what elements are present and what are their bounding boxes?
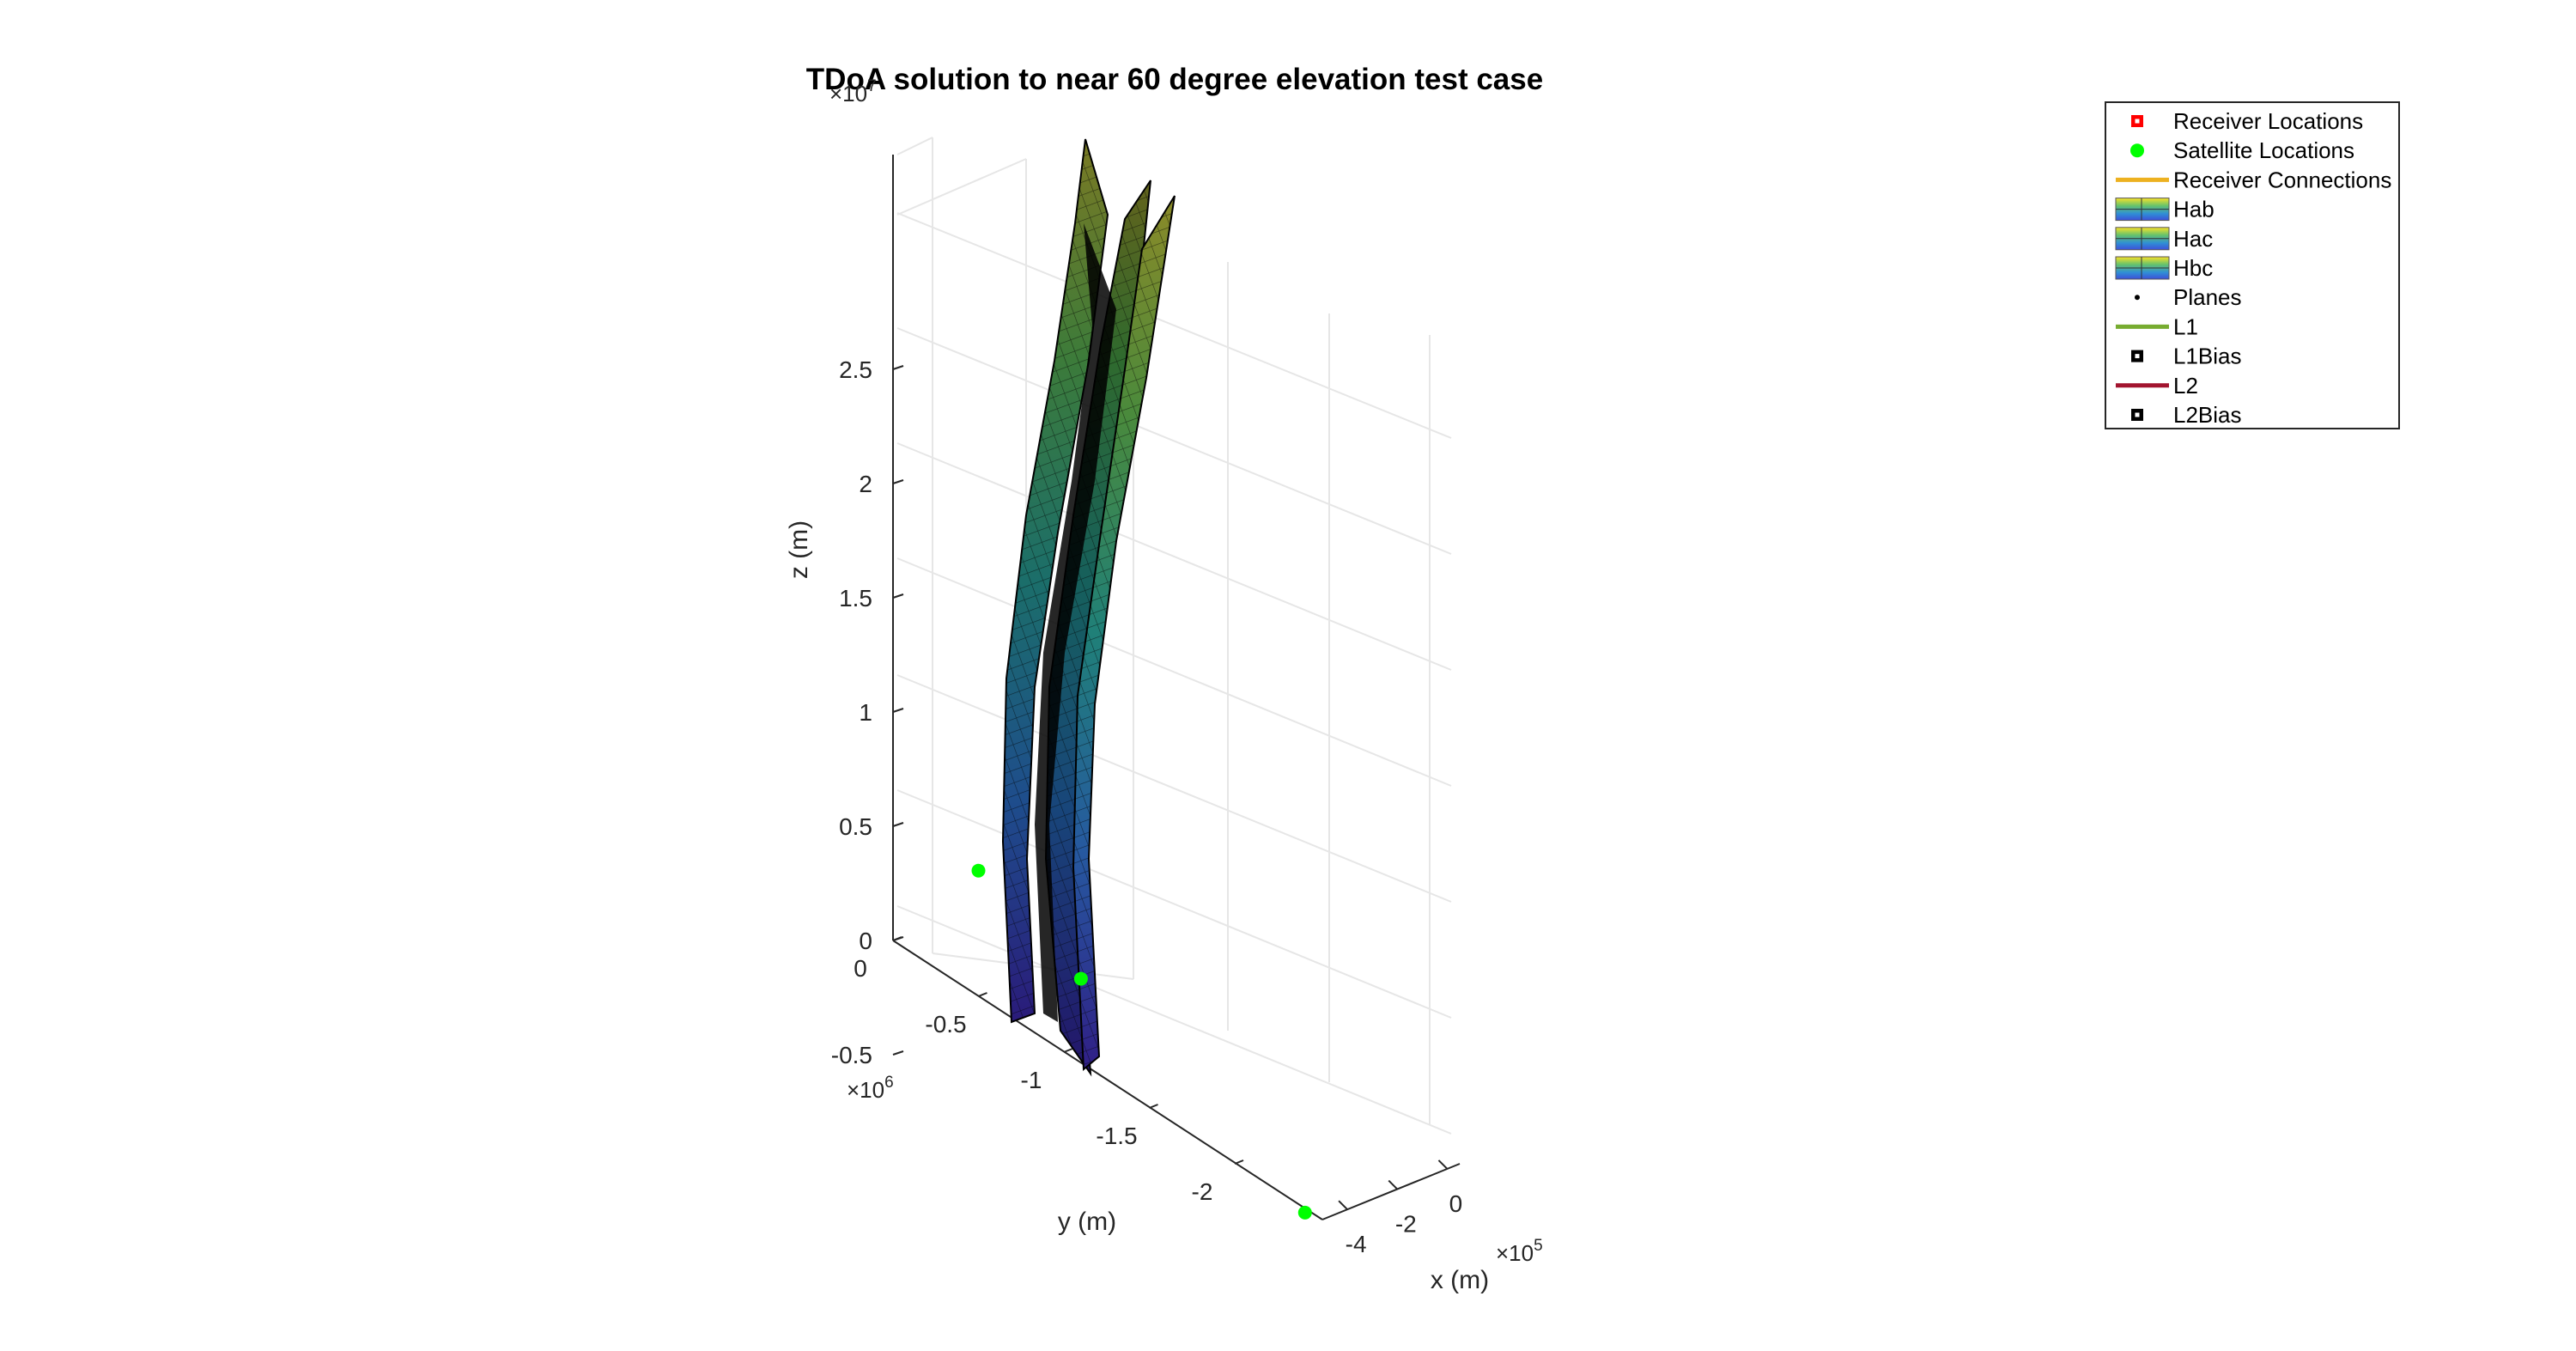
- z-tick-label: 2: [859, 471, 872, 497]
- legend-square-marker-center: [2135, 354, 2140, 359]
- z-tick-label: 0: [859, 928, 872, 954]
- z-tick-label: 2.5: [839, 356, 872, 383]
- legend-item: Satellite Locations: [2130, 137, 2354, 163]
- legend-item: Planes: [2135, 284, 2242, 310]
- legend-label: L1Bias: [2173, 344, 2242, 369]
- grid-lines: [896, 137, 1452, 1135]
- x-tick-mark: [1338, 1200, 1348, 1210]
- z-tick-label: -0.5: [831, 1042, 872, 1068]
- legend: Receiver Locations Satellite Locations Rec…: [2105, 101, 2400, 429]
- axis-lines: [892, 155, 1461, 1220]
- y-tick-label: -2: [1192, 1178, 1213, 1205]
- satellite-point: [971, 863, 986, 878]
- x-exponent: ×105: [1496, 1237, 1543, 1266]
- legend-item: Receiver Locations: [2131, 108, 2363, 134]
- z-exponent: ×107: [829, 77, 877, 106]
- legend-box: [2105, 101, 2400, 429]
- legend-item: Hac: [2115, 226, 2213, 252]
- legend-square-marker-center: [2135, 119, 2140, 124]
- satellite-points: [971, 863, 1312, 1220]
- surface-hab-mesh: [1003, 139, 1108, 1022]
- z-tick-mark: [892, 1050, 904, 1056]
- chart-title: TDoA solution to near 60 degree elevatio…: [806, 63, 1543, 96]
- legend-circle-marker: [2130, 143, 2144, 158]
- legend-item: L1: [2116, 313, 2198, 339]
- legend-item: L2: [2116, 373, 2198, 399]
- x-tick-label: 0: [1449, 1190, 1463, 1217]
- y-tick-mark: [978, 992, 987, 997]
- x-tick-label: -2: [1395, 1211, 1417, 1238]
- y-tick-mark: [1149, 1104, 1158, 1109]
- legend-item: Hab: [2115, 197, 2215, 222]
- tick-marks: [892, 365, 1449, 1210]
- z-tick-mark: [892, 593, 904, 599]
- y-axis-label: y (m): [1058, 1208, 1116, 1236]
- x-tick-mark: [1437, 1159, 1449, 1170]
- x-tick-labels: -4 -2 0: [1346, 1190, 1463, 1257]
- z-tick-mark: [892, 479, 904, 484]
- y-tick-label: -1: [1021, 1067, 1042, 1093]
- z-tick-label: 1.5: [839, 585, 872, 612]
- z-tick-labels: -0.5 0 0.5 1 1.5 2 2.5: [831, 356, 872, 1068]
- legend-label: Hbc: [2173, 255, 2213, 281]
- z-tick-mark: [892, 365, 904, 370]
- legend-label: Planes: [2173, 284, 2242, 310]
- y-tick-mark: [1234, 1159, 1244, 1165]
- legend-item: Hbc: [2115, 255, 2213, 281]
- z-tick-mark: [892, 822, 904, 827]
- y-tick-mark: [1063, 1048, 1073, 1053]
- legend-label: L1: [2173, 313, 2198, 339]
- z-tick-label: 0.5: [839, 813, 872, 840]
- legend-label: L2: [2173, 373, 2198, 399]
- legend-label: Hab: [2173, 197, 2215, 222]
- legend-label: Receiver Locations: [2173, 108, 2363, 134]
- legend-items: Receiver Locations Satellite Locations Rec…: [2115, 108, 2391, 428]
- legend-item: L1Bias: [2131, 344, 2242, 369]
- legend-label: Satellite Locations: [2173, 137, 2354, 163]
- legend-square-marker-center: [2135, 412, 2140, 417]
- surface-intersection: [1035, 223, 1116, 1022]
- y-tick-label: 0: [854, 955, 867, 982]
- y-tick-label: -0.5: [925, 1011, 966, 1038]
- legend-item: Receiver Connections: [2116, 167, 2391, 192]
- y-tick-mark: [892, 936, 902, 941]
- z-axis-label: z (m): [785, 520, 813, 579]
- y-tick-labels: 0 -0.5 -1 -1.5 -2: [854, 955, 1212, 1205]
- satellite-point: [1297, 1205, 1312, 1220]
- z-tick-mark: [892, 708, 904, 713]
- x-tick-mark: [1388, 1179, 1398, 1190]
- satellite-point: [1073, 971, 1088, 986]
- legend-label: Hac: [2173, 226, 2213, 252]
- z-tick-label: 1: [859, 699, 872, 726]
- legend-label: Receiver Connections: [2173, 167, 2391, 192]
- y-exponent: ×106: [847, 1074, 894, 1103]
- x-axis-label: x (m): [1431, 1266, 1489, 1294]
- legend-label: L2Bias: [2173, 402, 2242, 428]
- legend-dot-marker: [2135, 295, 2140, 301]
- y-tick-label: -1.5: [1096, 1123, 1137, 1149]
- x-tick-label: -4: [1346, 1231, 1367, 1257]
- legend-item: L2Bias: [2131, 402, 2242, 428]
- surface-group: [1001, 138, 1176, 1077]
